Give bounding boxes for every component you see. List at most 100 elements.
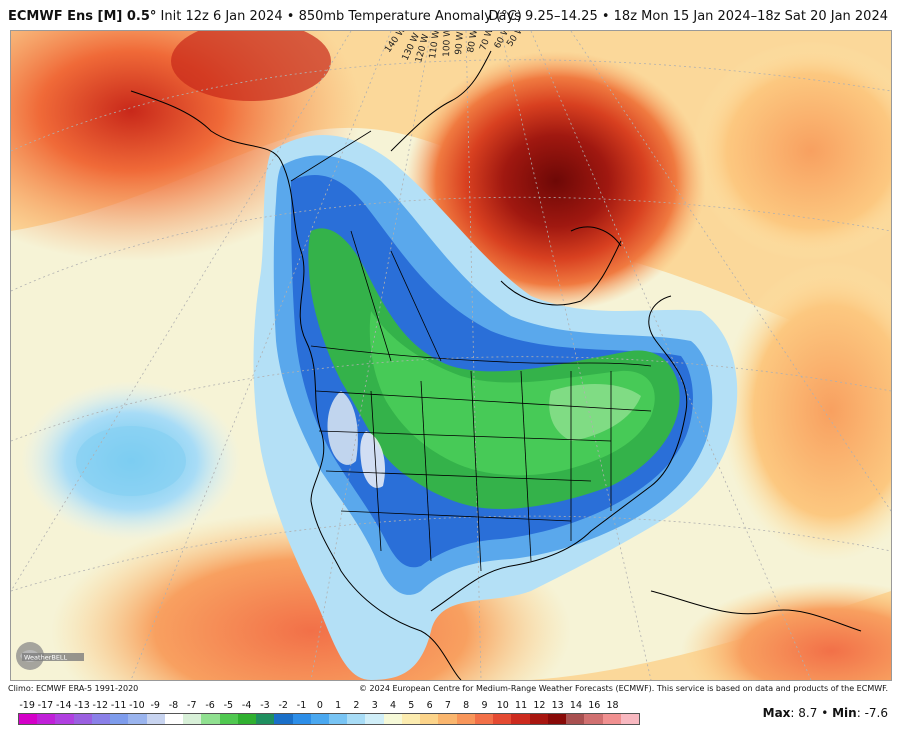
color-scale-label: 8 (463, 700, 470, 711)
color-scale-label: 10 (496, 700, 509, 711)
color-swatch (219, 714, 238, 724)
color-swatch (474, 714, 494, 724)
color-swatch (328, 714, 348, 724)
lon-label-100w: 100 W (442, 31, 453, 57)
borders (290, 130, 652, 572)
color-swatch (164, 714, 184, 724)
color-swatch (128, 714, 147, 724)
max-label: Max (762, 706, 791, 720)
model-name: ECMWF Ens [M] 0.5° (8, 9, 157, 24)
color-scale-label: -8 (168, 700, 179, 711)
pacific-cool-core (76, 426, 186, 496)
color-swatch (110, 714, 129, 724)
header-separator: • (286, 9, 295, 24)
graticule (11, 31, 891, 680)
logo-graphic: WeatherBELL (16, 642, 84, 670)
color-swatch (620, 714, 639, 724)
max-value: 8.7 (798, 706, 818, 720)
color-swatch (274, 714, 293, 724)
color-swatch (383, 714, 402, 724)
color-scale-legend: -19 -17 -14 -13 -12 -11 -10 -9 -8 -7 -6 -5 -4 -3 -2 -1 0… (18, 700, 640, 734)
color-swatch (584, 714, 603, 724)
color-scale-label: -12 (92, 700, 109, 711)
color-swatch (37, 714, 56, 724)
color-scale-label: 18 (606, 700, 619, 711)
color-swatch (456, 714, 475, 724)
color-scale-label: -7 (187, 700, 197, 711)
color-scale-label: -9 (150, 700, 160, 711)
weatherbell-logo: WeatherBELL (14, 638, 86, 674)
color-swatch (201, 714, 220, 724)
color-scale-label: 13 (551, 700, 564, 711)
anomaly-map: 140 W 130 W 120 W 110 W 100 W 90 W 80 W … (10, 30, 892, 681)
color-scale-label: -1 (296, 700, 307, 711)
coastlines (130, 50, 862, 680)
color-swatch (19, 714, 38, 724)
caribbean-warm-anomaly (681, 581, 891, 680)
color-swatch (55, 714, 74, 724)
color-scale-label: -3 (260, 700, 270, 711)
header-title: ECMWF Ens [M] 0.5° Init 12z 6 Jan 2024 •… (8, 9, 522, 24)
copyright-note: © 2024 European Centre for Medium-Range … (359, 684, 888, 693)
color-scale-label: 0 (316, 700, 323, 711)
lon-label-80w: 80 W (466, 31, 480, 54)
color-scale-label: 7 (444, 700, 451, 711)
map-header: ECMWF Ens [M] 0.5° Init 12z 6 Jan 2024 •… (0, 0, 900, 30)
bering-warm-core (171, 31, 331, 101)
color-scale-label: -5 (223, 700, 234, 711)
rockies-snow-patch (327, 391, 358, 465)
color-scale-label: 2 (353, 700, 360, 711)
min-value: -7.6 (864, 706, 888, 720)
valid-period: Days 9.25–14.25 • 18z Mon 15 Jan 2024–18… (488, 9, 888, 24)
color-swatch (438, 714, 457, 724)
map-footer: Climo: ECMWF ERA-5 1991-2020 © 2024 Euro… (0, 682, 900, 696)
color-swatch (420, 714, 439, 724)
color-swatch (365, 714, 384, 724)
color-swatch (73, 714, 92, 724)
color-scale-swatches (18, 713, 640, 725)
color-scale-label: -10 (129, 700, 145, 711)
color-scale-label: 1 (335, 700, 342, 711)
color-scale-label: -4 (241, 700, 252, 711)
color-scale-label: -13 (74, 700, 90, 711)
field-stats: Max: 8.7 • Min: -7.6 (762, 706, 888, 720)
color-scale-label: 3 (371, 700, 378, 711)
color-swatch (547, 714, 567, 724)
lon-label-90w: 90 W (454, 31, 466, 55)
color-swatch (237, 714, 257, 724)
min-label: Min (832, 706, 857, 720)
cold-light-green (549, 384, 641, 441)
color-scale-label: 5 (408, 700, 415, 711)
lon-label-110w: 110 W (428, 31, 442, 59)
color-swatch (401, 714, 421, 724)
color-swatch (347, 714, 366, 724)
atlantic-warm-anomaly (721, 261, 891, 561)
color-swatch (602, 714, 621, 724)
color-scale-label: 6 (426, 700, 433, 711)
color-scale-label: -17 (37, 700, 54, 711)
logo-text: WeatherBELL (24, 654, 68, 662)
color-scale-label: 11 (515, 700, 528, 711)
color-swatch (183, 714, 202, 724)
color-swatch (256, 714, 275, 724)
map-canvas: 140 W 130 W 120 W 110 W 100 W 90 W 80 W … (11, 31, 891, 680)
color-scale-label: 12 (533, 700, 546, 711)
greenland-warm-anomaly (691, 41, 891, 261)
color-swatch (529, 714, 548, 724)
color-swatch (91, 714, 111, 724)
color-swatch (310, 714, 329, 724)
color-scale-label: 14 (569, 700, 583, 711)
color-swatch (511, 714, 530, 724)
color-scale-labels: -19 -17 -14 -13 -12 -11 -10 -9 -8 -7 -6 -5 -4 -3 -2 -1 0… (18, 700, 640, 712)
color-scale-label: -2 (278, 700, 288, 711)
climatology-note: Climo: ECMWF ERA-5 1991-2020 (8, 684, 139, 693)
color-swatch (146, 714, 165, 724)
product-name: 850mb Temperature Anomaly (°C) (298, 9, 522, 24)
color-swatch (566, 714, 585, 724)
color-scale-label: -19 (19, 700, 35, 711)
color-scale-label: -11 (110, 700, 127, 711)
color-scale-label: -14 (55, 700, 72, 711)
stats-separator: • (821, 706, 829, 720)
color-scale-label: -6 (205, 700, 215, 711)
color-scale-label: 4 (389, 700, 397, 711)
